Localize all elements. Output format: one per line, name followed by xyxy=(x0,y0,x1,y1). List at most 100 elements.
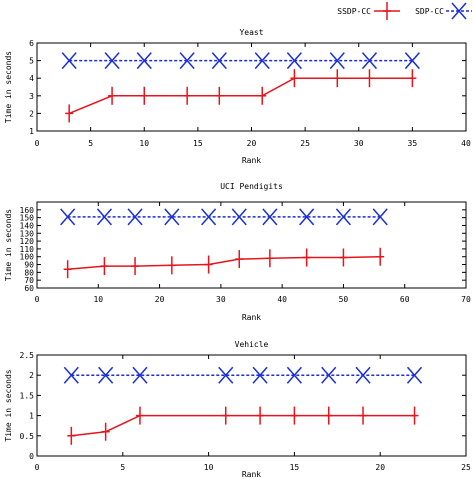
plus-point xyxy=(324,406,333,425)
plus-point xyxy=(376,247,385,266)
plus-point xyxy=(67,426,76,445)
x-point xyxy=(262,208,278,226)
plus-point xyxy=(204,255,213,274)
plus-point xyxy=(302,248,311,267)
x-tick-label: 30 xyxy=(354,139,364,148)
plus-point xyxy=(339,248,348,267)
x-tick-label: 15 xyxy=(193,139,203,148)
x-tick-label: 50 xyxy=(339,295,349,304)
x-axis-label: Rank xyxy=(242,470,261,478)
x-tick-label: 5 xyxy=(88,139,93,148)
x-tick-label: 0 xyxy=(35,463,40,472)
y-tick-label: 2 xyxy=(29,109,34,118)
legend: SSDP-CC SDP-CC xyxy=(337,2,472,20)
x-point xyxy=(372,208,388,226)
x-point xyxy=(132,366,148,384)
y-tick-label: 6 xyxy=(29,39,34,48)
x-tick-label: 70 xyxy=(461,295,471,304)
chart-title: Yeast xyxy=(239,28,263,37)
x-point xyxy=(136,52,152,70)
y-tick-label: 5 xyxy=(29,57,34,66)
x-tick-label: 10 xyxy=(204,463,214,472)
y-tick-label: 0 xyxy=(29,452,34,461)
y-tick-label: 100 xyxy=(20,253,35,262)
x-point xyxy=(96,208,112,226)
x-point xyxy=(252,366,268,384)
x-point xyxy=(254,52,270,70)
y-tick-label: 80 xyxy=(24,268,34,277)
plus-point xyxy=(131,257,140,276)
plus-point xyxy=(265,249,274,268)
series-line xyxy=(67,255,381,270)
x-point xyxy=(329,52,345,70)
x-point xyxy=(355,366,371,384)
x-point xyxy=(60,208,76,226)
x-point xyxy=(61,52,77,70)
x-point xyxy=(321,366,337,384)
x-tick-label: 20 xyxy=(375,463,385,472)
x-tick-label: 40 xyxy=(461,139,471,148)
y-axis-label: Time in seconds xyxy=(4,209,13,281)
chart-title: UCI Pendigits xyxy=(220,182,283,191)
x-tick-label: 10 xyxy=(93,295,103,304)
x-point xyxy=(201,208,217,226)
y-tick-label: 1 xyxy=(29,127,34,136)
x-point xyxy=(286,52,302,70)
plus-point xyxy=(215,86,224,105)
x-tick-label: 0 xyxy=(35,295,40,304)
plot-frame xyxy=(36,354,467,457)
plus-point xyxy=(290,69,299,88)
plus-point xyxy=(167,256,176,275)
x-tick-label: 20 xyxy=(155,295,165,304)
x-tick-label: 60 xyxy=(400,295,410,304)
x-axis-label: Rank xyxy=(242,156,261,165)
x-point xyxy=(211,52,227,70)
x-tick-label: 40 xyxy=(277,295,287,304)
y-tick-label: 0.5 xyxy=(20,432,35,441)
plus-point xyxy=(108,86,117,105)
x-point xyxy=(164,208,180,226)
y-tick-label: 1.5 xyxy=(20,391,35,400)
plus-point xyxy=(258,86,267,105)
legend-plus-marker xyxy=(383,2,391,20)
legend-label: SSDP-CC xyxy=(337,7,371,16)
plus-point xyxy=(101,422,110,441)
x-point xyxy=(127,208,143,226)
plus-point xyxy=(359,406,368,425)
plus-point xyxy=(183,86,192,105)
y-tick-label: 160 xyxy=(20,206,35,215)
x-point xyxy=(179,52,195,70)
chart-title: Vehicle xyxy=(235,340,269,349)
y-tick-label: 2.5 xyxy=(20,351,35,360)
y-tick-label: 2 xyxy=(29,371,34,380)
y-tick-label: 90 xyxy=(24,261,34,270)
y-tick-label: 140 xyxy=(20,221,35,230)
x-tick-label: 20 xyxy=(247,139,257,148)
x-tick-label: 15 xyxy=(290,463,300,472)
x-axis-label: Rank xyxy=(242,313,261,322)
plus-point xyxy=(65,104,74,123)
y-axis-label: Time in seconds xyxy=(4,369,13,441)
plus-point xyxy=(235,250,244,269)
plot-frame xyxy=(36,42,467,132)
legend-label: SDP-CC xyxy=(415,7,444,16)
x-point xyxy=(231,208,247,226)
plus-point xyxy=(135,406,144,425)
y-tick-label: 70 xyxy=(24,276,34,285)
series-line xyxy=(68,77,413,115)
x-point xyxy=(335,208,351,226)
x-tick-label: 25 xyxy=(461,463,471,472)
plus-point xyxy=(408,69,417,88)
x-point xyxy=(404,52,420,70)
y-tick-label: 1 xyxy=(29,412,34,421)
plus-point xyxy=(410,406,419,425)
legend-x-marker xyxy=(451,2,467,20)
y-axis-label: Time in seconds xyxy=(4,51,13,123)
y-tick-label: 150 xyxy=(20,214,35,223)
y-tick-label: 120 xyxy=(20,237,35,246)
x-point xyxy=(361,52,378,70)
y-tick-label: 130 xyxy=(20,229,35,238)
y-tick-label: 110 xyxy=(20,245,35,254)
